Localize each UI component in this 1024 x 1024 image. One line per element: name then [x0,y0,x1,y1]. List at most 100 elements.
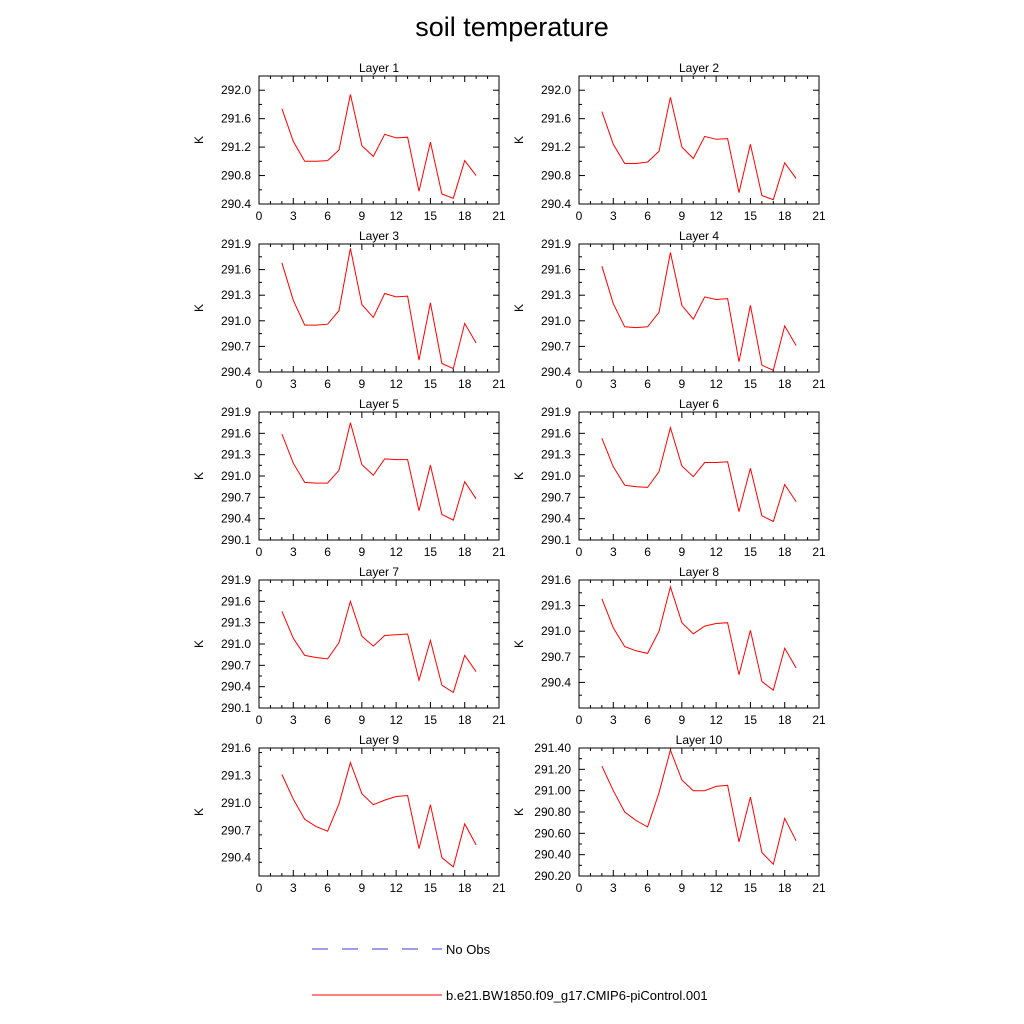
x-tick-label: 6 [644,713,651,727]
y-tick-label: 291.3 [221,768,251,782]
panel-title: Layer 6 [679,397,719,411]
x-tick-label: 6 [644,545,651,559]
y-tick-label: 290.80 [534,805,571,819]
panel-title: Layer 1 [359,61,399,75]
y-tick-label: 292.0 [221,83,251,97]
y-tick-label: 290.4 [221,512,251,526]
x-tick-label: 21 [812,881,826,895]
x-tick-label: 18 [458,713,472,727]
x-tick-label: 6 [324,713,331,727]
panel-frame [258,411,500,541]
y-tick-label: 290.8 [221,169,251,183]
x-tick-label: 12 [709,713,723,727]
x-tick-label: 9 [359,545,366,559]
y-tick-label: 290.7 [541,650,571,664]
x-tick-label: 0 [576,377,583,391]
x-tick-label: 3 [290,713,297,727]
panel-frame [258,579,500,709]
x-tick-label: 18 [458,545,472,559]
panel-6: Layer 6 K 0 3 6 9 12 15 18 21 290.1 290.4 290.7 291.0… [512,397,826,559]
y-tick-label: 291.6 [541,426,571,440]
x-tick-label: 0 [576,713,583,727]
y-axis-label: K [512,472,526,480]
series-line-1 [601,425,797,523]
panel-title: Layer 7 [359,565,399,579]
panel-2: Layer 2 K 0 3 6 9 12 15 18 21 290.4 290.8 291.2 291.6… [512,61,826,223]
y-tick-label: 291.3 [541,288,571,302]
x-tick-label: 12 [709,377,723,391]
x-tick-label: 21 [812,545,826,559]
y-tick-label: 291.00 [534,784,571,798]
x-tick-label: 12 [389,377,403,391]
x-tick-label: 15 [744,377,758,391]
panel-frame [258,243,500,373]
panel-1: Layer 1 K 0 3 6 9 12 15 18 21 290.4 290.8 291.2 291.6… [192,61,506,223]
y-axis-label: K [192,640,206,648]
x-tick-label: 15 [744,713,758,727]
series-line-1 [281,248,477,370]
panel-title: Layer 2 [679,61,719,75]
x-tick-label: 18 [778,545,792,559]
x-tick-label: 0 [256,713,263,727]
x-tick-label: 3 [610,377,617,391]
x-tick-label: 0 [256,377,263,391]
series-line-1 [281,760,477,868]
series-line-1 [281,422,477,521]
x-tick-label: 0 [256,545,263,559]
panel-5: Layer 5 K 0 3 6 9 12 15 18 21 290.1 290.4 290.7 291.0… [192,397,506,559]
y-tick-label: 291.6 [221,263,251,277]
y-tick-label: 290.4 [221,365,251,379]
x-tick-label: 3 [290,545,297,559]
y-tick-label: 290.7 [221,658,251,672]
x-tick-label: 6 [644,209,651,223]
x-tick-label: 0 [256,881,263,895]
panel-9: Layer 9 K 0 3 6 9 12 15 18 21 290.4 290.7 291.0 291.3… [192,733,506,895]
y-tick-label: 291.3 [541,448,571,462]
x-tick-label: 21 [492,377,506,391]
panel-8: Layer 8 K 0 3 6 9 12 15 18 21 290.4 290.7 291.0 291.3… [512,565,826,727]
x-tick-label: 12 [389,545,403,559]
y-axis-label: K [512,304,526,312]
x-tick-label: 21 [492,545,506,559]
y-tick-label: 291.2 [541,140,571,154]
y-tick-label: 292.0 [541,83,571,97]
y-tick-label: 291.0 [541,469,571,483]
x-tick-label: 18 [778,713,792,727]
series-line-1 [601,748,797,866]
x-tick-label: 18 [778,881,792,895]
x-tick-label: 9 [359,377,366,391]
x-tick-label: 6 [324,377,331,391]
y-tick-label: 290.4 [541,365,571,379]
series-line-1 [281,599,477,694]
y-tick-label: 291.9 [541,237,571,251]
x-tick-label: 0 [256,209,263,223]
series-line-1 [601,252,797,371]
y-tick-label: 291.3 [221,616,251,630]
x-tick-label: 15 [424,377,438,391]
x-tick-label: 6 [644,881,651,895]
y-tick-label: 291.20 [534,762,571,776]
y-tick-label: 291.6 [541,573,571,587]
y-tick-label: 290.1 [221,533,251,547]
y-tick-label: 290.20 [534,869,571,883]
x-tick-label: 9 [679,377,686,391]
y-tick-label: 290.8 [541,169,571,183]
panel-frame [578,75,820,205]
panel-frame [258,75,500,205]
series-line-1 [601,584,797,691]
x-tick-label: 15 [744,545,758,559]
y-tick-label: 290.7 [221,823,251,837]
y-tick-label: 290.7 [221,339,251,353]
x-tick-label: 9 [359,209,366,223]
panel-frame [578,411,820,541]
y-axis-label: K [192,472,206,480]
x-tick-label: 21 [812,713,826,727]
y-axis-label: K [512,640,526,648]
panel-frame [258,747,500,877]
x-tick-label: 6 [644,377,651,391]
y-tick-label: 290.1 [541,533,571,547]
x-tick-label: 15 [424,209,438,223]
y-tick-label: 291.0 [541,624,571,638]
panel-title: Layer 9 [359,733,399,747]
